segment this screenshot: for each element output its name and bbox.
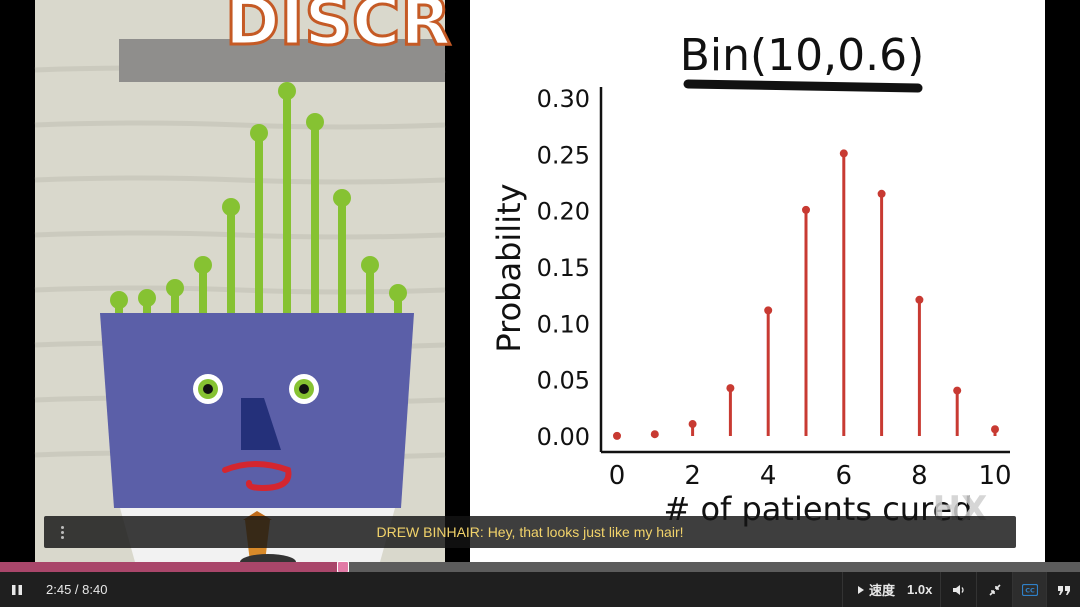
hair-stem	[394, 293, 402, 313]
cartoon-panel: DISCR	[34, 0, 453, 562]
stem-point	[915, 295, 924, 304]
y-tick-label: 0.30	[537, 85, 590, 113]
hair-tip	[138, 289, 156, 307]
pause-button[interactable]	[0, 572, 34, 607]
chart-stem	[613, 431, 621, 440]
volume-icon	[952, 584, 964, 595]
caption-bar: DREW BINHAIR: Hey, that looks just like …	[44, 516, 1016, 548]
chart-stem	[764, 306, 773, 436]
chart-stem	[839, 149, 848, 436]
hair-stem	[366, 265, 374, 313]
hair-stems	[110, 82, 407, 313]
caption-text: DREW BINHAIR: Hey, that looks just like …	[376, 524, 684, 540]
hair-tip	[166, 279, 184, 297]
progress-bar[interactable]	[0, 561, 1080, 573]
chart-stem	[650, 430, 659, 439]
volume-button[interactable]	[940, 572, 976, 607]
y-axis-label: Probability	[490, 183, 528, 352]
heading-fragment: DISCR	[225, 0, 451, 60]
speed-value: 1.0x	[907, 582, 933, 597]
hair-tip	[110, 291, 128, 309]
chart-stem	[991, 425, 999, 436]
hair-stem	[283, 91, 291, 313]
x-tick-label: 4	[760, 461, 777, 491]
stem-point	[802, 205, 810, 214]
hair-tip	[222, 198, 240, 216]
quote-icon	[1057, 585, 1070, 595]
stem-point	[764, 306, 773, 315]
chart-stem	[726, 384, 735, 436]
stem-point	[688, 420, 697, 429]
hair-tip	[333, 189, 351, 207]
chart-title: Bin(10,0.6)	[680, 30, 925, 81]
hair-stem	[338, 198, 346, 313]
hair-stem	[199, 265, 207, 313]
chart-stem	[688, 420, 697, 436]
hair-stem	[171, 288, 179, 313]
hair-tip	[389, 284, 407, 302]
y-tick-labels: 0.00 0.05 0.10 0.15 0.20 0.25 0.30	[537, 85, 590, 451]
x-tick-labels: 0 2 4 6 8 10	[609, 461, 1012, 491]
transcript-button[interactable]	[1046, 572, 1080, 607]
exit-fullscreen-button[interactable]	[976, 572, 1012, 607]
x-tick-label: 6	[836, 461, 853, 491]
video-content: DISCR	[34, 0, 1045, 562]
hair-tip	[194, 256, 212, 274]
hair-stem	[255, 133, 263, 313]
pause-icon	[12, 584, 22, 595]
video-frame[interactable]: DISCR	[0, 0, 1080, 562]
caption-menu-icon[interactable]	[54, 524, 70, 540]
stem-point	[726, 384, 735, 393]
x-tick-label: 8	[911, 461, 928, 491]
y-tick-label: 0.20	[537, 198, 590, 226]
x-tick-label: 0	[609, 461, 626, 491]
x-tick-label: 2	[684, 461, 701, 491]
y-tick-label: 0.00	[537, 423, 590, 451]
stem-point	[991, 425, 999, 434]
hair-stem	[227, 207, 235, 313]
stem-point	[953, 386, 962, 395]
control-bar: 2:45 / 8:40 速度 1.0x CC	[0, 572, 1080, 607]
speed-button[interactable]: 速度 1.0x	[842, 572, 940, 607]
chart-stems	[613, 149, 999, 440]
stem-point	[877, 189, 886, 198]
x-tick-label: 10	[978, 461, 1011, 491]
stem-point	[839, 149, 848, 158]
chart-stem	[915, 295, 924, 436]
exit-fullscreen-icon	[988, 583, 1001, 596]
speed-label: 速度	[869, 583, 896, 598]
hair-tip	[250, 124, 268, 142]
cc-icon: CC	[1021, 583, 1038, 596]
progress-fill	[0, 562, 343, 572]
hair-tip	[278, 82, 296, 100]
hair-tip	[361, 256, 379, 274]
svg-text:CC: CC	[1025, 586, 1035, 594]
time-display: 2:45 / 8:40	[46, 582, 108, 597]
chart-stem	[802, 205, 810, 436]
stem-point	[613, 431, 621, 440]
caret-right-icon	[858, 585, 864, 594]
hair-stem	[311, 122, 319, 313]
y-tick-label: 0.15	[537, 254, 590, 282]
stem-point	[650, 430, 659, 439]
chart-stem	[877, 189, 886, 436]
chart-stem	[953, 386, 962, 436]
chart-panel: Bin(10,0.6) Probability # of patients cu…	[470, 0, 1045, 562]
closed-captions-button[interactable]: CC	[1012, 572, 1046, 607]
y-tick-label: 0.10	[537, 310, 590, 338]
hair-tip	[306, 113, 324, 131]
y-tick-label: 0.05	[537, 367, 590, 395]
y-tick-label: 0.25	[537, 141, 590, 169]
